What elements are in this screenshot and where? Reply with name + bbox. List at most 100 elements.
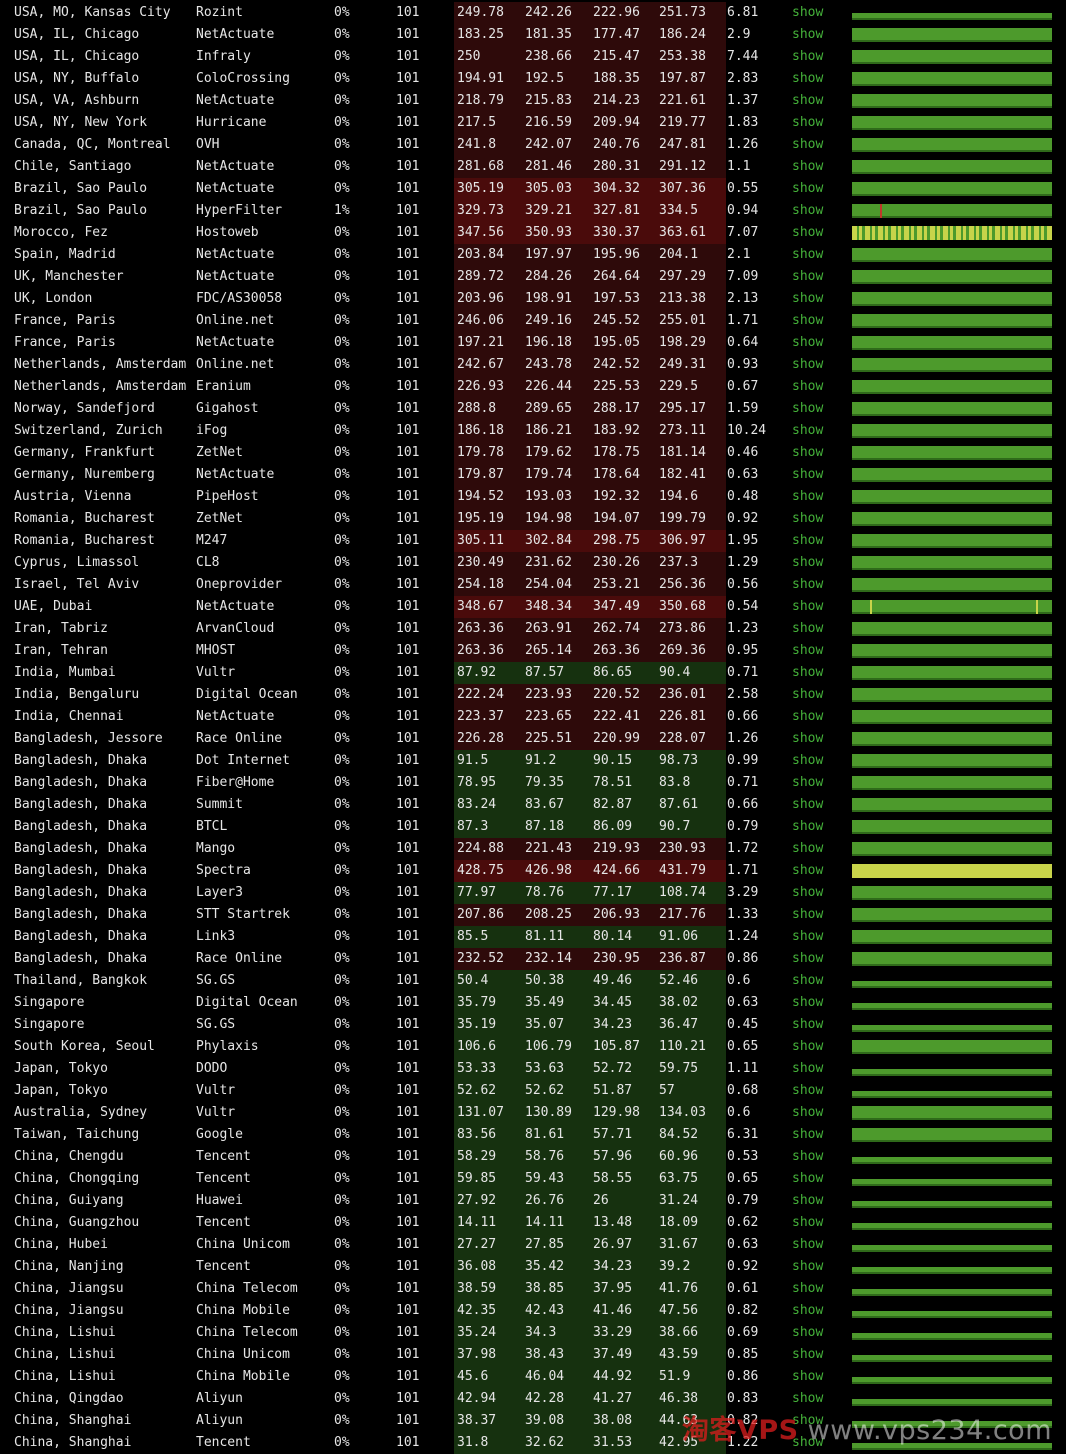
show-link[interactable]: show (792, 1127, 824, 1142)
show-link[interactable]: show (792, 291, 824, 306)
avg-cell: 50.38 (522, 970, 593, 992)
stdev-cell: 0.94 (727, 203, 759, 218)
show-link[interactable]: show (792, 929, 824, 944)
show-link[interactable]: show (792, 5, 824, 20)
show-link[interactable]: show (792, 797, 824, 812)
show-link[interactable]: show (792, 335, 824, 350)
show-link[interactable]: show (792, 687, 824, 702)
location-cell: Bangladesh, Dhaka (14, 863, 148, 878)
latency-graph (852, 1040, 1052, 1054)
best-cell: 220.99 (590, 728, 659, 750)
stdev-cell: 1.59 (727, 401, 759, 416)
provider-cell: NetActuate (196, 335, 275, 350)
show-link[interactable]: show (792, 225, 824, 240)
show-link[interactable]: show (792, 533, 824, 548)
stdev-cell: 0.71 (727, 775, 759, 790)
table-row: Taiwan, Taichung Google 0% 101 83.56 81.61 57.… (0, 1124, 1066, 1146)
show-link[interactable]: show (792, 1281, 824, 1296)
avg-cell: 196.18 (522, 332, 593, 354)
show-link[interactable]: show (792, 1017, 824, 1032)
show-link[interactable]: show (792, 93, 824, 108)
show-link[interactable]: show (792, 115, 824, 130)
show-link[interactable]: show (792, 1259, 824, 1274)
show-link[interactable]: show (792, 511, 824, 526)
table-row: China, Guangzhou Tencent 0% 101 14.11 14.11 13… (0, 1212, 1066, 1234)
show-link[interactable]: show (792, 489, 824, 504)
worst-cell: 273.86 (656, 618, 726, 640)
show-link[interactable]: show (792, 1391, 824, 1406)
show-link[interactable]: show (792, 1083, 824, 1098)
show-link[interactable]: show (792, 269, 824, 284)
show-link[interactable]: show (792, 27, 824, 42)
location-cell: Australia, Sydney (14, 1105, 148, 1120)
show-link[interactable]: show (792, 1215, 824, 1230)
show-link[interactable]: show (792, 357, 824, 372)
show-link[interactable]: show (792, 775, 824, 790)
show-link[interactable]: show (792, 885, 824, 900)
show-link[interactable]: show (792, 313, 824, 328)
show-link[interactable]: show (792, 577, 824, 592)
show-link[interactable]: show (792, 1325, 824, 1340)
show-link[interactable]: show (792, 1105, 824, 1120)
latency-graph (852, 864, 1052, 878)
worst-cell: 90.7 (656, 816, 726, 838)
latency-graph (852, 1304, 1052, 1318)
show-link[interactable]: show (792, 159, 824, 174)
show-link[interactable]: show (792, 731, 824, 746)
show-link[interactable]: show (792, 1413, 824, 1428)
show-link[interactable]: show (792, 841, 824, 856)
last-cell: 83.56 (454, 1124, 525, 1146)
show-link[interactable]: show (792, 1193, 824, 1208)
best-cell: 206.93 (590, 904, 659, 926)
show-link[interactable]: show (792, 203, 824, 218)
show-link[interactable]: show (792, 1171, 824, 1186)
loss-cell: 0% (334, 269, 350, 284)
latency-bar-shadow (852, 458, 1052, 460)
show-link[interactable]: show (792, 643, 824, 658)
provider-cell: NetActuate (196, 27, 275, 42)
stdev-cell: 0.86 (727, 1369, 759, 1384)
latency-graph (852, 776, 1052, 790)
sent-cell: 101 (396, 951, 420, 966)
location-cell: China, Lishui (14, 1369, 116, 1384)
show-link[interactable]: show (792, 1237, 824, 1252)
show-link[interactable]: show (792, 1303, 824, 1318)
show-link[interactable]: show (792, 137, 824, 152)
show-link[interactable]: show (792, 753, 824, 768)
last-cell: 305.19 (454, 178, 525, 200)
show-link[interactable]: show (792, 445, 824, 460)
show-link[interactable]: show (792, 621, 824, 636)
show-link[interactable]: show (792, 379, 824, 394)
show-link[interactable]: show (792, 995, 824, 1010)
show-link[interactable]: show (792, 599, 824, 614)
show-link[interactable]: show (792, 467, 824, 482)
show-link[interactable]: show (792, 401, 824, 416)
show-link[interactable]: show (792, 1435, 824, 1450)
location-cell: France, Paris (14, 313, 116, 328)
show-link[interactable]: show (792, 71, 824, 86)
latency-bar-shadow (852, 84, 1052, 86)
show-link[interactable]: show (792, 709, 824, 724)
show-link[interactable]: show (792, 555, 824, 570)
show-link[interactable]: show (792, 1369, 824, 1384)
show-link[interactable]: show (792, 951, 824, 966)
location-cell: UK, London (14, 291, 93, 306)
show-link[interactable]: show (792, 1347, 824, 1362)
worst-cell: 334.5 (656, 200, 726, 222)
show-link[interactable]: show (792, 1061, 824, 1076)
show-link[interactable]: show (792, 181, 824, 196)
show-link[interactable]: show (792, 907, 824, 922)
show-link[interactable]: show (792, 863, 824, 878)
latency-bar (852, 666, 1052, 680)
sent-cell: 101 (396, 1039, 420, 1054)
stdev-cell: 0.6 (727, 973, 751, 988)
show-link[interactable]: show (792, 1149, 824, 1164)
show-link[interactable]: show (792, 819, 824, 834)
show-link[interactable]: show (792, 423, 824, 438)
show-link[interactable]: show (792, 1039, 824, 1054)
show-link[interactable]: show (792, 247, 824, 262)
show-link[interactable]: show (792, 665, 824, 680)
show-link[interactable]: show (792, 973, 824, 988)
latency-bar (852, 1443, 1052, 1450)
show-link[interactable]: show (792, 49, 824, 64)
